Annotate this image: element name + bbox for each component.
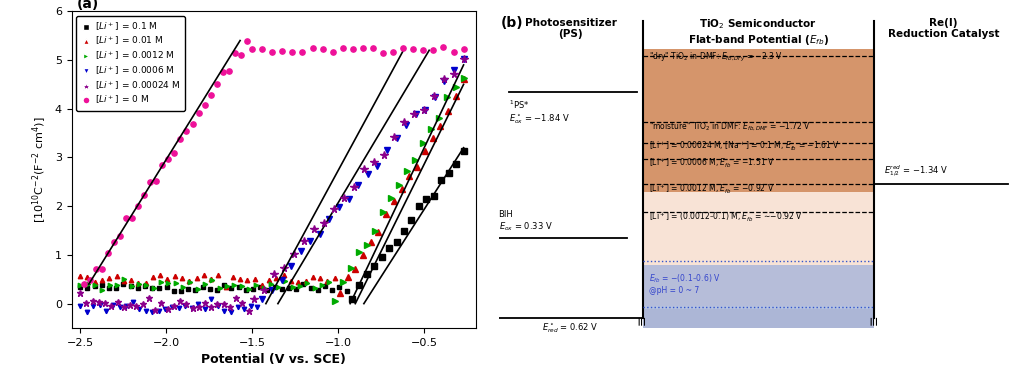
Text: $E_{fb}$ = −(0.1–0.6) V
@pH = 0 ~ 7: $E_{fb}$ = −(0.1–0.6) V @pH = 0 ~ 7 <box>649 273 720 296</box>
Text: "dry" TiO$_2$ in DMF: $E_{fb,Dry}$ = −2.3 V: "dry" TiO$_2$ in DMF: $E_{fb,Dry}$ = −2.… <box>649 51 783 64</box>
Text: $E^\circ_{red}$ = 0.62 V: $E^\circ_{red}$ = 0.62 V <box>542 322 598 335</box>
Text: Photosensitizer
(PS): Photosensitizer (PS) <box>525 18 617 39</box>
Text: ≡: ≡ <box>868 314 881 325</box>
Text: $^1$PS*
$E^\circ_{ox}$ = −1.84 V: $^1$PS* $E^\circ_{ox}$ = −1.84 V <box>508 98 570 126</box>
X-axis label: Potential (V vs. SCE): Potential (V vs. SCE) <box>202 353 346 366</box>
Text: BIH
$E_{ox}$ = 0.33 V: BIH $E_{ox}$ = 0.33 V <box>498 210 552 233</box>
Bar <box>642 49 874 192</box>
Text: $E^{red}_{1/2}$ = −1.34 V: $E^{red}_{1/2}$ = −1.34 V <box>884 164 948 179</box>
Y-axis label: [10$^{10}$C$^{-2}$(F$^{-2}$ cm$^4$)]: [10$^{10}$C$^{-2}$(F$^{-2}$ cm$^4$)] <box>31 116 49 223</box>
Text: [Li$^+$] = 0.00024 M, [Na$^+$] = 0.1 M, $E_{fb}$ = −1.61 V: [Li$^+$] = 0.00024 M, [Na$^+$] = 0.1 M, … <box>649 139 840 153</box>
Text: Re(I)
Reduction Catalyst: Re(I) Reduction Catalyst <box>888 18 999 39</box>
Text: [Li$^+$] = (0.0012–0.1) M, $E_{fb}$ = ∼−0.92 V: [Li$^+$] = (0.0012–0.1) M, $E_{fb}$ = ∼−… <box>649 211 802 224</box>
Text: [Li$^+$] = 0.0012 M, $E_{fb}$ = −0.92 V: [Li$^+$] = 0.0012 M, $E_{fb}$ = −0.92 V <box>649 182 774 196</box>
Bar <box>642 265 874 309</box>
Text: TiO$_2$ Semiconductor
Flat-band Potential ($E_{fb}$): TiO$_2$ Semiconductor Flat-band Potentia… <box>687 18 829 48</box>
Text: "moisture" TiO$_2$ in DMF: $E_{fb,DMF}$ = −1.72 V: "moisture" TiO$_2$ in DMF: $E_{fb,DMF}$ … <box>649 121 810 133</box>
Text: [Li$^+$] = 0.0006 M, $E_{fb}$ = −1.51 V: [Li$^+$] = 0.0006 M, $E_{fb}$ = −1.51 V <box>649 156 774 170</box>
Text: ≡: ≡ <box>636 314 649 325</box>
Bar <box>642 265 874 328</box>
Text: (b): (b) <box>501 16 524 30</box>
Text: (a): (a) <box>77 0 99 11</box>
Legend: $[Li^+]$ = 0.1 M, $[Li^+]$ = 0.01 M, $[Li^+]$ = 0.0012 M, $[Li^+]$ = 0.0006 M, $: $[Li^+]$ = 0.1 M, $[Li^+]$ = 0.01 M, $[L… <box>76 16 185 111</box>
Bar <box>642 192 874 306</box>
